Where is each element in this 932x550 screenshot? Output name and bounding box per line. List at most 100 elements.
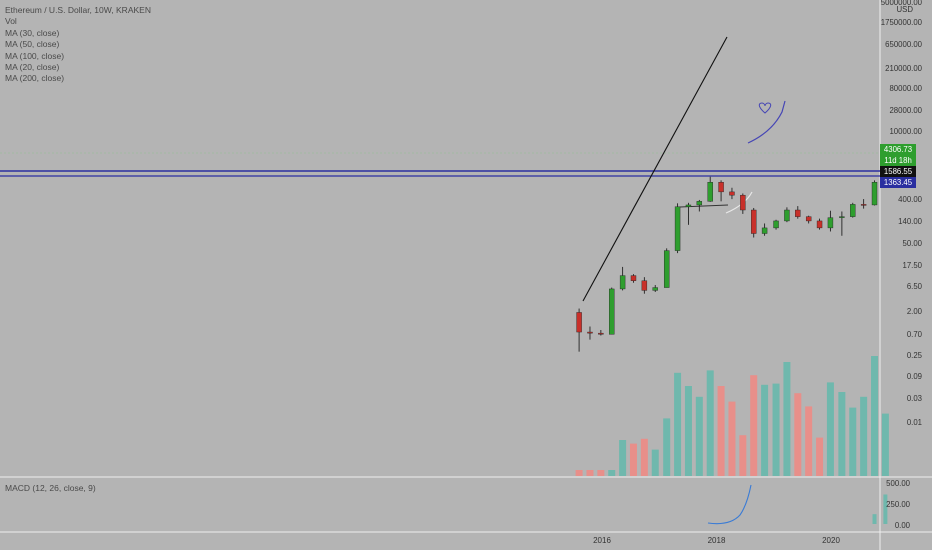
indicator-label[interactable]: MA (30, close) [5,27,60,38]
candle-body [871,182,878,206]
chart-legend: Ethereum / U.S. Dollar, 10W, KRAKEN Vol … [5,5,151,85]
trend-line [582,36,728,302]
time-tick-label: 2016 [593,536,611,545]
candle-body [696,201,703,206]
price-tick-label: 0.09 [907,372,922,381]
volume-bar [849,407,857,476]
indicator-label[interactable]: MA (50, close) [5,39,60,50]
candle-body [685,204,692,207]
price-tick-label: 50.00 [902,239,922,248]
heart-icon [758,102,772,114]
volume-bar [597,470,605,476]
volume-bar [783,362,791,476]
time-tick-label: 2020 [822,536,840,545]
candle-body [773,220,779,229]
volume-bar [640,438,648,476]
indicator-label[interactable]: MA (200, close) [5,73,65,84]
candle-body [751,209,757,234]
candle-body [663,250,670,288]
candle-body [850,204,856,217]
volume-bar [881,413,889,476]
price-tick-label: 0.03 [907,394,922,403]
macd-line [707,484,752,525]
candle-body [587,331,593,334]
price-tick-label: 80000.00 [889,84,922,93]
macd-histogram-bar [872,514,877,524]
candle-body [674,206,681,251]
volume-bar [761,384,769,476]
volume-bar [695,396,703,476]
volume-bar [750,375,758,476]
volume-bar [651,449,659,476]
price-tick-label: 5000000.00 [881,0,923,7]
indicator-label[interactable]: Vol [5,16,17,27]
price-tick-label: 28000.00 [889,106,922,115]
volume-bar [717,386,725,476]
candle-body [761,227,768,234]
volume-bar [706,370,714,476]
price-tick-label: 2.00 [907,307,923,316]
candle-body [630,275,637,281]
macd-pane [707,484,888,525]
candle-body [576,312,582,333]
price-tick-label: 0.01 [907,418,922,427]
macd-label[interactable]: MACD (12, 26, close, 9) [5,483,96,493]
volume-bar [629,443,637,476]
volume-bar [728,401,736,476]
volume-bar [663,418,671,476]
macd-tick-label: 0.00 [895,521,911,530]
projection-curve [747,100,786,144]
macd-tick-label: 250.00 [886,500,911,509]
candlestick-series [576,152,889,352]
candle-body [729,191,735,196]
volume-bar [838,392,846,476]
price-tick-label: 0.70 [907,330,923,339]
currency-label: USD [897,5,914,14]
candle-body [839,216,845,218]
indicator-label[interactable]: MA (20, close) [5,62,60,73]
candle-body [718,182,724,193]
volume-bar [794,393,802,476]
volume-bar [739,435,747,476]
macd-histogram-bar [883,494,888,524]
volume-bar [575,470,583,476]
volume-bar [586,470,594,476]
price-tick-label: 6.50 [907,282,923,291]
volume-bar [772,383,780,476]
price-tick-label: 1750000.00 [881,18,923,27]
candle-countdown-label: 11d 18h [880,155,916,166]
volume-bar [816,437,824,476]
price-tick-label: 0.25 [907,351,923,360]
candle-body [652,287,658,291]
price-tick-label: 140.00 [898,217,923,226]
price-tick-label: 210000.00 [885,64,923,73]
candle-body [805,216,812,222]
indicator-label[interactable]: MA (100, close) [5,50,65,61]
candle-body [816,220,823,229]
macd-tick-label: 500.00 [886,479,911,488]
volume-bar [860,396,868,476]
chart-title[interactable]: Ethereum / U.S. Dollar, 10W, KRAKEN [5,5,151,15]
volume-bar [871,356,879,476]
candle-body [598,332,604,335]
volume-bar [674,372,682,476]
candle-body [609,288,615,335]
candle-body [827,217,834,229]
candle-body [707,182,713,202]
candle-body [784,209,790,222]
candle-body [641,280,648,291]
price-tick-label: 400.00 [898,195,923,204]
candle-body [860,204,867,206]
hline-price-label: 1586.55 [880,166,916,177]
volume-bar [826,382,834,476]
candle-body [619,275,626,290]
volume-bar [619,440,627,476]
price-tick-label: 650000.00 [885,40,923,49]
time-tick-label: 2018 [708,536,726,545]
last-price-label: 4306.73 [880,144,916,155]
price-tick-label: 10000.00 [889,127,922,136]
volume-bar [805,406,813,476]
hline-price-label: 1363.45 [880,177,916,188]
volume-bars [575,356,889,476]
